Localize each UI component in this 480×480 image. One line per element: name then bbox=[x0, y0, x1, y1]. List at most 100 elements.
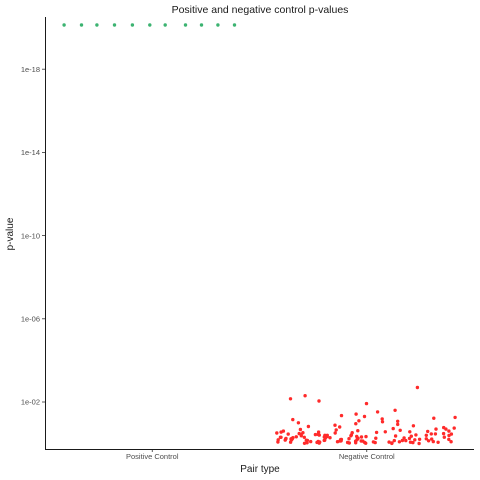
negative-control-point bbox=[303, 394, 307, 398]
x-axis-ticks: Positive Control Negative Control bbox=[126, 449, 395, 461]
positive-control-point bbox=[183, 23, 188, 27]
negative-control-point bbox=[374, 430, 379, 435]
negative-control-point bbox=[442, 435, 446, 439]
negative-control-point bbox=[297, 431, 301, 436]
negative-control-point bbox=[415, 385, 420, 390]
negative-control-point bbox=[289, 437, 294, 441]
negative-control-point bbox=[362, 414, 367, 419]
negative-control-point bbox=[371, 440, 376, 444]
positive-control-point bbox=[112, 23, 117, 27]
negative-control-point bbox=[361, 439, 365, 443]
negative-control-point bbox=[424, 437, 428, 441]
negative-control-point bbox=[452, 426, 456, 430]
positive-control-point bbox=[163, 23, 167, 27]
negative-control-point bbox=[408, 430, 412, 434]
negative-control-point bbox=[347, 441, 351, 445]
negative-control-point bbox=[426, 429, 430, 434]
negative-control-point bbox=[375, 410, 380, 414]
negative-control-point bbox=[387, 440, 391, 444]
negative-control-point bbox=[299, 434, 303, 438]
negative-control-point bbox=[306, 424, 311, 429]
negative-control-point bbox=[339, 413, 344, 418]
negative-control-point bbox=[404, 438, 408, 443]
negative-control-point bbox=[333, 431, 337, 435]
negative-control-point bbox=[357, 419, 361, 423]
negative-control-point bbox=[305, 441, 309, 445]
positive-control-point bbox=[148, 23, 152, 27]
negative-control-point bbox=[411, 440, 415, 445]
negative-control-point bbox=[313, 432, 318, 437]
negative-control-point bbox=[398, 428, 402, 432]
negative-control-point bbox=[413, 438, 417, 442]
data-points bbox=[62, 23, 457, 446]
negative-control-point bbox=[396, 422, 400, 427]
negative-control-point bbox=[442, 425, 446, 430]
negative-control-point bbox=[294, 435, 298, 439]
negative-control-point bbox=[441, 431, 446, 436]
negative-control-point bbox=[333, 423, 337, 427]
x-axis-label: Pair type bbox=[240, 464, 280, 475]
negative-control-point bbox=[397, 440, 402, 444]
y-tick-label: 1e-10 bbox=[21, 231, 40, 240]
positive-control-point bbox=[216, 23, 220, 27]
negative-control-point bbox=[288, 440, 293, 444]
y-tick-label: 1e-02 bbox=[21, 398, 40, 407]
positive-control-point bbox=[95, 23, 99, 27]
y-tick-label: 1e-06 bbox=[21, 315, 40, 324]
negative-control-point bbox=[356, 429, 360, 433]
negative-control-point bbox=[296, 421, 301, 425]
negative-control-point bbox=[380, 420, 385, 424]
negative-control-point bbox=[393, 434, 398, 438]
negative-control-point bbox=[400, 438, 405, 443]
negative-control-point bbox=[316, 432, 320, 437]
positive-control-point bbox=[199, 23, 204, 27]
negative-control-point bbox=[429, 432, 433, 436]
negative-control-point bbox=[411, 424, 416, 428]
negative-control-point bbox=[309, 439, 313, 444]
negative-control-point bbox=[434, 427, 438, 431]
negative-control-point bbox=[447, 429, 451, 433]
negative-control-point bbox=[302, 435, 306, 439]
negative-control-point bbox=[417, 441, 421, 446]
negative-control-point bbox=[316, 439, 320, 444]
negative-control-point bbox=[323, 433, 327, 437]
negative-control-point bbox=[328, 436, 332, 440]
negative-control-point bbox=[291, 417, 295, 422]
negative-control-point bbox=[275, 431, 279, 435]
negative-control-point bbox=[304, 438, 308, 442]
negative-control-point bbox=[414, 433, 418, 437]
negative-control-point bbox=[302, 441, 307, 445]
negative-control-point bbox=[449, 440, 453, 444]
negative-control-point bbox=[364, 401, 369, 406]
negative-control-point bbox=[334, 428, 338, 432]
negative-control-point bbox=[436, 440, 440, 444]
negative-control-point bbox=[391, 426, 395, 431]
positive-control-point bbox=[130, 23, 135, 27]
negative-control-point bbox=[301, 431, 305, 435]
negative-control-point bbox=[447, 433, 451, 438]
negative-control-point bbox=[354, 412, 358, 416]
y-axis-ticks: 1e-18 1e-14 1e-10 1e-06 1e-02 bbox=[21, 65, 45, 407]
negative-control-point bbox=[383, 430, 387, 434]
negative-control-point bbox=[374, 436, 378, 440]
negative-control-point bbox=[431, 439, 435, 444]
negative-control-point bbox=[417, 437, 422, 441]
negative-control-point bbox=[390, 441, 394, 446]
negative-control-point bbox=[298, 427, 303, 432]
negative-control-point bbox=[335, 440, 340, 444]
negative-control-point bbox=[359, 435, 364, 439]
negative-control-point bbox=[433, 432, 438, 436]
negative-control-point bbox=[276, 438, 280, 442]
negative-control-point bbox=[338, 425, 342, 429]
negative-control-point bbox=[430, 437, 434, 441]
positive-control-point bbox=[79, 23, 84, 27]
negative-control-point bbox=[288, 397, 293, 401]
negative-control-point bbox=[339, 437, 344, 442]
negative-control-point bbox=[407, 436, 412, 441]
negative-control-point bbox=[402, 436, 406, 440]
negative-control-point bbox=[356, 436, 360, 440]
y-tick-label: 1e-14 bbox=[21, 148, 40, 157]
negative-control-point bbox=[453, 415, 457, 420]
negative-control-point bbox=[396, 419, 400, 423]
